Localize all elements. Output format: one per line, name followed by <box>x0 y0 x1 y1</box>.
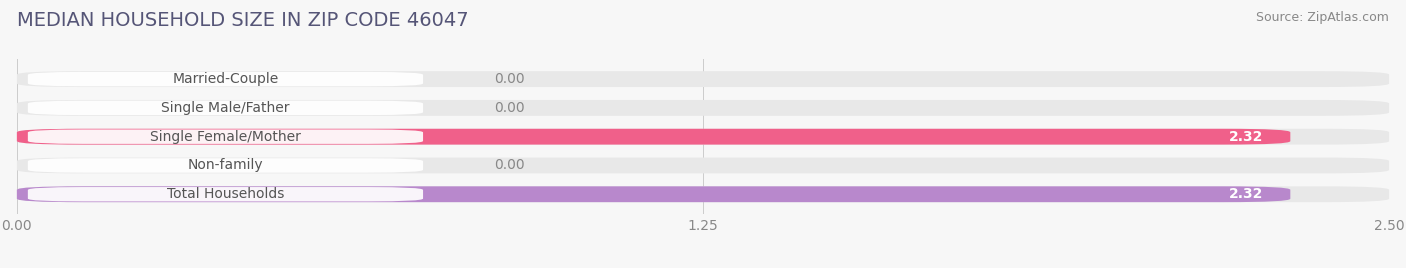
Text: 0.00: 0.00 <box>495 72 524 86</box>
Text: Source: ZipAtlas.com: Source: ZipAtlas.com <box>1256 11 1389 24</box>
FancyBboxPatch shape <box>17 186 1291 202</box>
Text: Total Households: Total Households <box>167 187 284 201</box>
Text: 0.00: 0.00 <box>495 158 524 173</box>
FancyBboxPatch shape <box>28 101 423 115</box>
Text: 2.32: 2.32 <box>1229 130 1263 144</box>
FancyBboxPatch shape <box>28 72 423 86</box>
Text: Married-Couple: Married-Couple <box>173 72 278 86</box>
FancyBboxPatch shape <box>17 129 1291 145</box>
Text: Single Male/Father: Single Male/Father <box>162 101 290 115</box>
FancyBboxPatch shape <box>17 100 1389 116</box>
FancyBboxPatch shape <box>17 158 1389 173</box>
FancyBboxPatch shape <box>17 129 1389 145</box>
Text: Single Female/Mother: Single Female/Mother <box>150 130 301 144</box>
Text: 0.00: 0.00 <box>495 101 524 115</box>
FancyBboxPatch shape <box>28 158 423 173</box>
Text: Non-family: Non-family <box>187 158 263 173</box>
FancyBboxPatch shape <box>17 71 1389 87</box>
FancyBboxPatch shape <box>28 129 423 144</box>
FancyBboxPatch shape <box>17 186 1389 202</box>
Text: MEDIAN HOUSEHOLD SIZE IN ZIP CODE 46047: MEDIAN HOUSEHOLD SIZE IN ZIP CODE 46047 <box>17 11 468 30</box>
FancyBboxPatch shape <box>28 187 423 202</box>
Text: 2.32: 2.32 <box>1229 187 1263 201</box>
